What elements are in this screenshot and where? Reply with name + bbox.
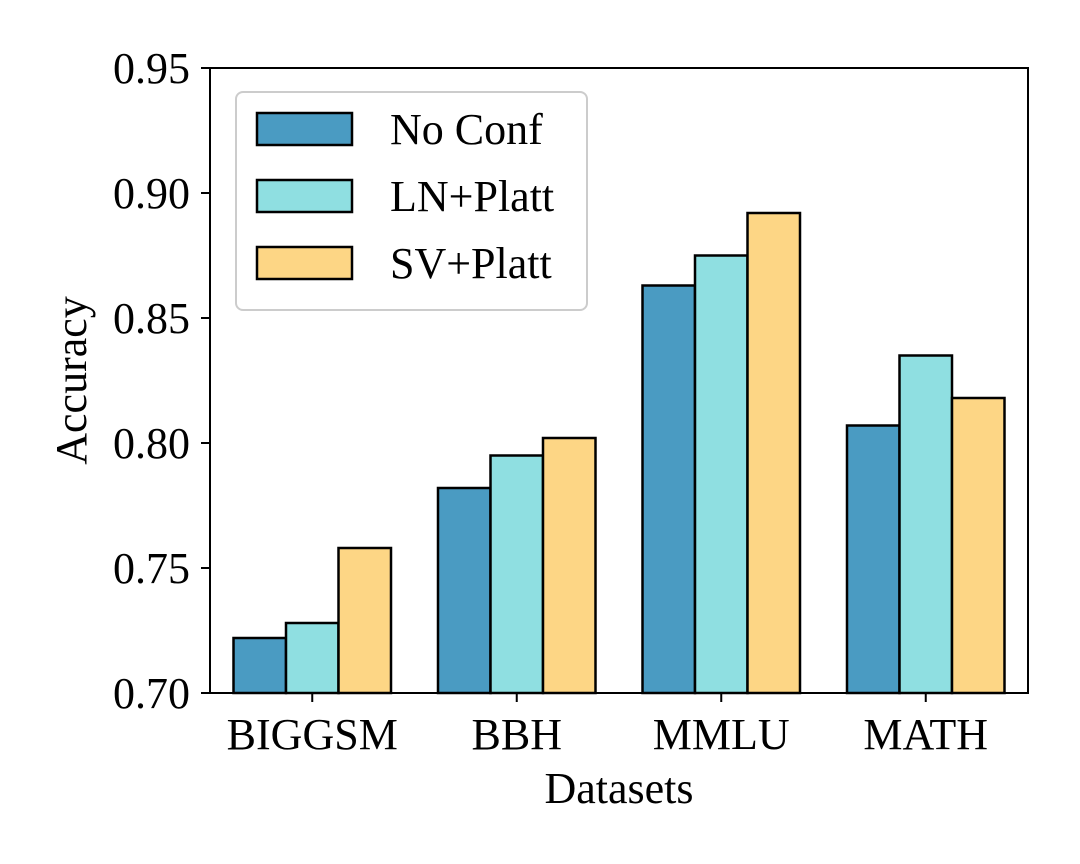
legend-label: SV+Platt	[390, 239, 552, 288]
bar-math-no-conf	[845, 424, 901, 695]
bar-biggsm-no-conf	[232, 636, 288, 695]
plot-frame	[209, 67, 1029, 694]
bar-math-sv-platt	[950, 396, 1006, 695]
bar-mmlu-sv-platt	[746, 211, 802, 695]
y-tick-label: 0.75	[113, 544, 190, 593]
legend-swatch	[255, 111, 354, 147]
y-tick-label: 0.70	[113, 669, 190, 718]
x-tick-label: BBH	[472, 710, 562, 759]
y-tick-label: 0.80	[113, 419, 190, 468]
bar-biggsm-sv-platt	[337, 546, 393, 695]
bar-bbh-sv-platt	[541, 436, 597, 695]
x-axis-title: Datasets	[544, 764, 693, 813]
bar-biggsm-ln-platt	[284, 621, 340, 695]
x-tick-label: BIGGSM	[227, 710, 398, 759]
legend-swatch	[255, 245, 354, 281]
bar-math-ln-platt	[898, 354, 954, 695]
x-tick-label: MMLU	[653, 710, 790, 759]
x-tick-label: MATH	[863, 710, 988, 759]
bar-bbh-no-conf	[436, 486, 492, 695]
legend-label: No Conf	[390, 105, 543, 154]
bar-mmlu-ln-platt	[693, 254, 749, 695]
legend-label: LN+Platt	[390, 172, 554, 221]
axes-layer: BIGGSM BBH MMLU MATH 0.70 0.75 0.80 0.85 0.90 0.9…	[113, 44, 1029, 759]
legend: No Conf LN+Platt SV+Platt	[235, 91, 588, 311]
legend-swatch	[255, 178, 354, 214]
bar-mmlu-no-conf	[641, 284, 697, 695]
bar-bbh-ln-platt	[489, 454, 545, 695]
y-tick-label: 0.85	[113, 294, 190, 343]
y-tick-label: 0.95	[113, 44, 190, 93]
y-tick-label: 0.90	[113, 169, 190, 218]
bars-layer	[232, 211, 1006, 695]
y-axis-title: Accuracy	[47, 296, 96, 465]
